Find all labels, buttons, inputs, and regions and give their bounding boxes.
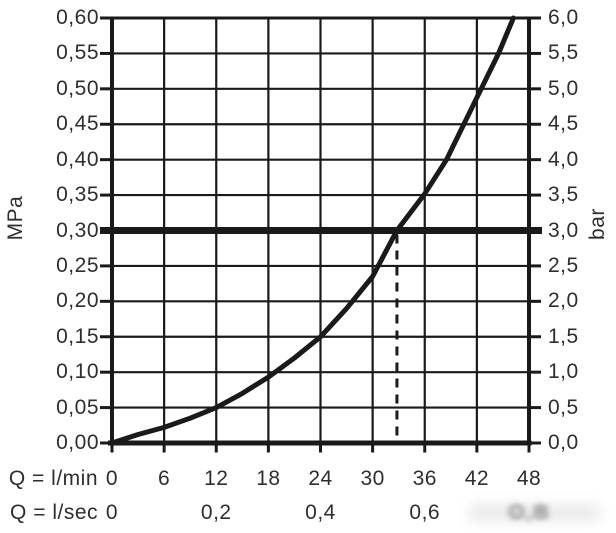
y-right-axis-title: bar [586, 208, 609, 240]
y-left-tick-label: 0,00 [56, 431, 99, 454]
y-left-tick-label: 0,35 [56, 183, 99, 207]
x-lsec-tick-label: 0,6 [409, 501, 441, 524]
x-lsec-tick-label: 0,8 [509, 501, 549, 524]
y-left-tick-label: 0,25 [56, 253, 99, 277]
y-right-tick-label: 4,0 [548, 147, 579, 171]
x-lsec-tick-label: 0,2 [200, 501, 232, 524]
y-left-tick-label: 0,60 [56, 6, 99, 29]
y-left-tick-label: 0,45 [56, 112, 99, 136]
y-left-tick-label: 0,20 [56, 289, 99, 313]
x-axis-row1-title: Q = l/min [8, 467, 98, 490]
x-lmin-tick-label: 24 [308, 467, 333, 490]
y-right-tick-label: 6,0 [548, 6, 579, 29]
x-lmin-tick-label: 48 [516, 467, 542, 490]
y-right-tick-label: 1,0 [548, 360, 579, 384]
y-left-tick-label: 0,30 [56, 218, 99, 242]
x-lmin-tick-label: 0 [105, 467, 119, 490]
y-right-tick-label: 5,5 [548, 41, 579, 65]
x-lmin-tick-label: 30 [360, 467, 385, 490]
y-left-tick-label: 0,40 [56, 147, 99, 171]
y-left-tick-label: 0,10 [56, 360, 99, 384]
x-lmin-tick-label: 12 [204, 467, 229, 490]
y-left-tick-label: 0,05 [56, 395, 99, 419]
x-axis-row2-title: Q = l/sec [10, 501, 98, 524]
y-right-tick-label: 5,0 [548, 76, 579, 100]
y-right-tick-label: 2,5 [548, 253, 579, 277]
y-right-tick-label: 4,5 [548, 112, 579, 136]
y-left-tick-label: 0,15 [56, 324, 99, 348]
y-left-tick-label: 0,55 [56, 41, 99, 65]
y-right-tick-label: 3,5 [548, 183, 579, 207]
flow-pressure-curve [109, 15, 516, 446]
y-right-tick-label: 2,0 [548, 289, 579, 313]
x-lsec-tick-label: 0,4 [305, 501, 336, 524]
x-lmin-tick-label: 18 [256, 467, 281, 490]
x-lmin-tick-label: 42 [464, 467, 490, 490]
x-lmin-tick-label: 6 [158, 467, 171, 490]
y-right-tick-label: 1,5 [548, 324, 579, 348]
y-right-tick-label: 3,0 [548, 218, 579, 242]
y-right-tick-label: 0,5 [548, 395, 579, 419]
smudge-streak [468, 504, 600, 522]
y-left-tick-label: 0,50 [56, 76, 99, 100]
y-right-tick-label: 0,0 [548, 431, 579, 454]
x-lsec-tick-label: 0 [105, 501, 119, 524]
x-lmin-tick-label: 36 [412, 467, 437, 490]
